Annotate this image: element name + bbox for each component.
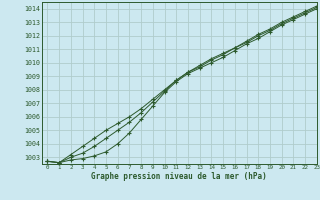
X-axis label: Graphe pression niveau de la mer (hPa): Graphe pression niveau de la mer (hPa)	[91, 172, 267, 181]
